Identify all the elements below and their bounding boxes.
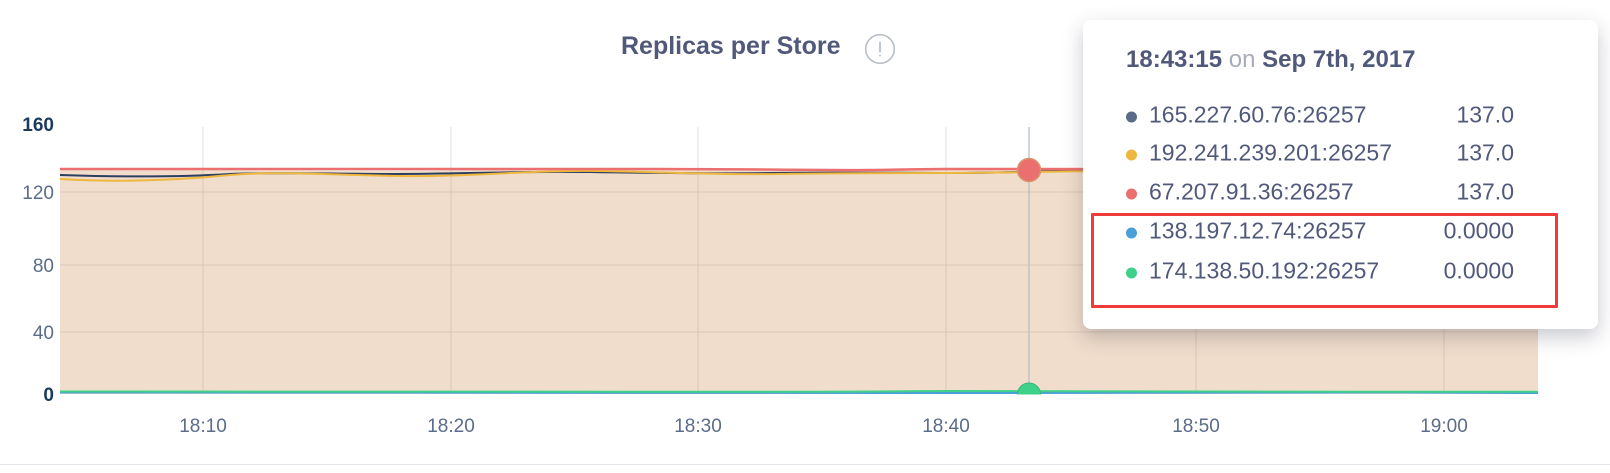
svg-text:0: 0 — [43, 385, 54, 406]
svg-text:18:30: 18:30 — [674, 416, 722, 437]
svg-text:120: 120 — [22, 183, 54, 204]
svg-text:80: 80 — [33, 256, 54, 277]
svg-text:40: 40 — [33, 323, 54, 344]
svg-text:160: 160 — [22, 115, 54, 136]
svg-text:18:10: 18:10 — [179, 416, 227, 437]
svg-text:19:00: 19:00 — [1420, 416, 1468, 437]
svg-text:18:20: 18:20 — [427, 416, 475, 437]
svg-text:18:50: 18:50 — [1172, 416, 1220, 437]
svg-text:18:40: 18:40 — [922, 416, 970, 437]
